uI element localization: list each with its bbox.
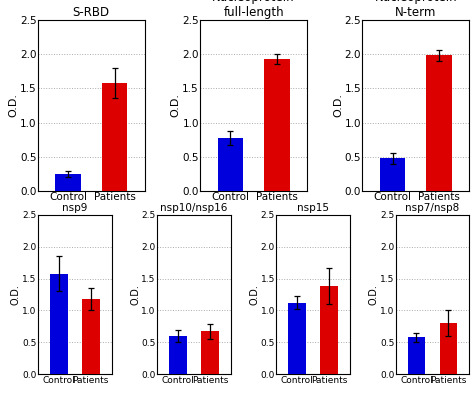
- Bar: [320, 286, 338, 374]
- Bar: [82, 299, 100, 374]
- Title: S-RBD: S-RBD: [73, 6, 110, 19]
- Y-axis label: O.D.: O.D.: [130, 284, 140, 305]
- Bar: [408, 337, 425, 374]
- Y-axis label: O.D.: O.D.: [11, 284, 21, 305]
- Title: Nucleoprotein
N-term: Nucleoprotein N-term: [374, 0, 457, 19]
- Bar: [426, 55, 452, 191]
- Y-axis label: O.D.: O.D.: [249, 284, 259, 305]
- Title: nsp7/nsp8: nsp7/nsp8: [405, 203, 460, 213]
- Y-axis label: O.D.: O.D.: [333, 94, 343, 117]
- Title: nsp10/nsp16: nsp10/nsp16: [160, 203, 228, 213]
- Bar: [380, 158, 405, 191]
- Bar: [50, 273, 67, 374]
- Bar: [102, 83, 128, 191]
- Bar: [264, 59, 290, 191]
- Title: nsp9: nsp9: [62, 203, 87, 213]
- Y-axis label: O.D.: O.D.: [9, 94, 18, 117]
- Bar: [440, 323, 457, 374]
- Title: Nucleoprotein
full-length: Nucleoprotein full-length: [212, 0, 295, 19]
- Bar: [288, 303, 306, 374]
- Bar: [218, 139, 243, 191]
- Bar: [169, 336, 187, 374]
- Title: nsp15: nsp15: [297, 203, 329, 213]
- Y-axis label: O.D.: O.D.: [171, 94, 181, 117]
- Bar: [55, 174, 81, 191]
- Y-axis label: O.D.: O.D.: [368, 284, 379, 305]
- Bar: [201, 332, 219, 374]
